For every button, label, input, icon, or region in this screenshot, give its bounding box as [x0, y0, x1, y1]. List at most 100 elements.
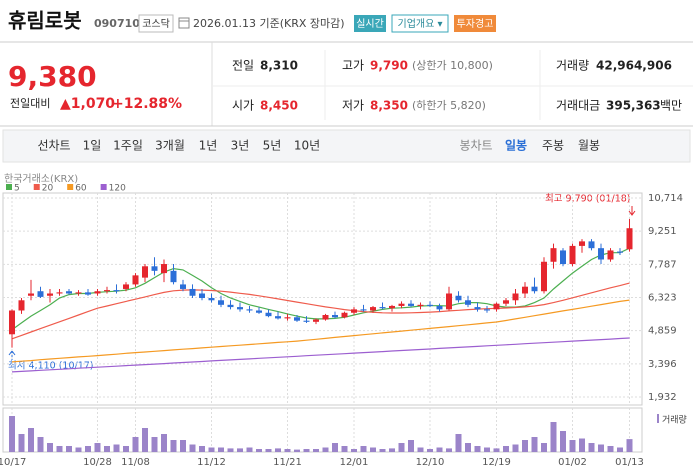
tab[interactable]: 1일	[83, 139, 102, 153]
legend-label: 20	[42, 184, 54, 194]
tab[interactable]: 일봉	[505, 139, 527, 153]
volume-bar	[493, 448, 500, 452]
volume-bar	[170, 440, 177, 452]
change-rate: +12.88%	[112, 96, 182, 112]
tab-group-label: 선차트	[37, 139, 70, 153]
volume-bar	[313, 449, 319, 452]
volume-bar	[579, 438, 585, 452]
candle-body	[275, 316, 281, 319]
volume-bar	[370, 447, 376, 452]
legend-swatch	[6, 184, 12, 190]
high-arrow	[628, 206, 636, 216]
y-tick-label: 6,323	[648, 293, 677, 304]
stock-code: 090710	[94, 17, 140, 30]
candle-body	[208, 298, 215, 301]
candle-body	[579, 241, 585, 246]
volume-bar	[75, 447, 82, 452]
candle-body	[569, 245, 576, 265]
volume-bar	[436, 447, 443, 452]
volume-bar	[28, 428, 34, 452]
low-annotation: 최저 4,110 (10/17)	[8, 361, 94, 372]
y-tick-label: 10,714	[648, 193, 683, 204]
volume-bar	[123, 446, 129, 452]
candle-body	[617, 251, 623, 253]
stat-unit: 백만	[660, 99, 682, 113]
volume-bar	[512, 444, 519, 452]
volume-bar	[446, 448, 452, 452]
candle-body	[531, 286, 538, 292]
button[interactable]	[354, 15, 386, 32]
volume-icon	[657, 414, 659, 423]
volume-bar	[503, 446, 509, 452]
plot-frame	[2, 192, 643, 406]
candle-body	[161, 264, 167, 274]
candle-body	[123, 284, 129, 289]
tab[interactable]: 1년	[199, 139, 218, 153]
change: ▲1,070	[60, 96, 115, 112]
tab[interactable]: 주봉	[542, 139, 564, 153]
tab[interactable]: 3년	[231, 139, 250, 153]
button-label[interactable]: 투자경고	[457, 17, 494, 30]
candle-body	[28, 293, 34, 296]
candle-body	[493, 303, 500, 310]
x-tick-label: 01/13	[615, 457, 644, 468]
candle-body	[246, 309, 253, 311]
stat-note: (상한가 10,800)	[412, 59, 493, 72]
candle-body	[56, 292, 63, 294]
legend-label: 5	[14, 184, 20, 194]
stat-value: 9,790	[370, 59, 408, 73]
candle-body	[18, 300, 25, 311]
market: 코스닥	[142, 18, 170, 30]
y-tick-label: 7,787	[648, 259, 677, 270]
candle-body	[218, 300, 224, 305]
volume-bar	[484, 447, 490, 452]
volume-bar	[284, 449, 291, 452]
candle-body	[180, 284, 186, 289]
x-tick-label: 12/10	[416, 457, 445, 468]
volume-bar	[66, 446, 72, 452]
tab[interactable]: 1주일	[113, 139, 143, 153]
volume-bar	[246, 447, 253, 452]
candle-body	[446, 293, 452, 310]
volume-bar	[607, 446, 614, 452]
volume-bar	[617, 447, 623, 452]
base-date: 2026.01.13 기준(KRX 장마감)	[193, 17, 345, 30]
volume-bar	[474, 446, 481, 452]
candle-body	[351, 309, 357, 313]
chart-source: 한국거래소(KRX)	[4, 173, 78, 185]
volume-bar	[332, 443, 338, 452]
volume-bar	[560, 431, 566, 452]
volume-bar	[142, 428, 148, 452]
y-tick-label: 3,396	[648, 359, 677, 370]
tab[interactable]: 10년	[294, 139, 320, 153]
candle-body	[474, 307, 481, 310]
candle-body	[522, 286, 528, 294]
candle-body	[560, 250, 566, 265]
volume-bar	[408, 440, 414, 452]
legend-swatch	[33, 184, 40, 190]
tab[interactable]: 3개월	[155, 139, 185, 153]
tab[interactable]: 월봉	[578, 139, 600, 153]
current-price: 9,380	[8, 60, 97, 93]
ma-line	[11, 282, 630, 340]
candle-body	[151, 266, 158, 271]
volume-bar	[37, 437, 44, 452]
volume-bar	[294, 449, 300, 452]
legend-swatch	[100, 184, 107, 190]
candle-body	[455, 295, 462, 301]
candle-body	[9, 310, 15, 335]
candle-body	[170, 270, 177, 283]
button-label[interactable]: 실시간	[356, 18, 384, 30]
button-label[interactable]: 기업개요 ▾	[398, 17, 443, 30]
candle-body	[541, 261, 547, 292]
stat-value: 42,964,906	[596, 59, 672, 73]
warning-badge[interactable]	[454, 15, 496, 32]
volume-bar	[56, 446, 63, 452]
candle-body	[626, 228, 633, 250]
button[interactable]	[391, 14, 449, 33]
candle-body	[237, 307, 243, 310]
tab[interactable]: 5년	[263, 139, 282, 153]
ma-line	[11, 299, 630, 363]
stat-note: (하한가 5,820)	[412, 98, 486, 112]
market-badge	[138, 14, 174, 33]
